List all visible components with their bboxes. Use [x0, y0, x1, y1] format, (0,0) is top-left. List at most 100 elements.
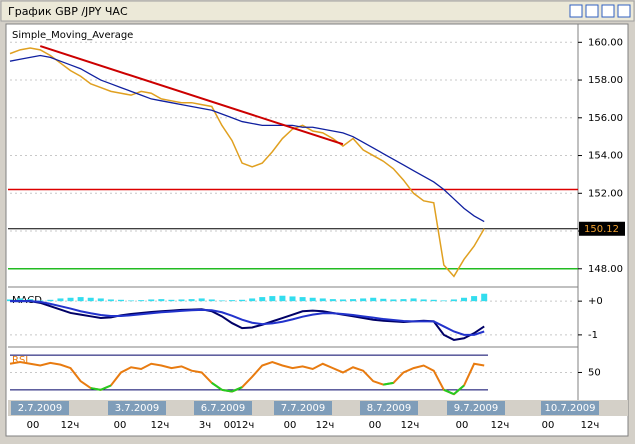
histogram-bar	[228, 300, 235, 302]
title-bar	[0, 0, 635, 22]
date-label: 8.7.2009	[367, 403, 412, 414]
date-box	[11, 401, 69, 415]
histogram-bar	[450, 299, 457, 302]
histogram-bar	[360, 298, 367, 302]
macd-line	[10, 300, 485, 336]
price-tag-label: 150.12	[584, 224, 619, 235]
histogram-bar	[218, 300, 225, 302]
date-label: 3.7.2009	[115, 403, 160, 414]
y-tick-label: 50	[588, 367, 601, 378]
histogram-bar	[430, 299, 437, 302]
restore-button[interactable]	[585, 4, 599, 18]
price-tag	[579, 221, 625, 236]
histogram-bar	[279, 295, 286, 302]
y-tick-label: 156.00	[588, 113, 623, 124]
histogram-bar	[97, 298, 104, 302]
histogram-bar	[27, 299, 34, 302]
histogram-bar	[138, 300, 145, 302]
date-box	[108, 401, 166, 415]
chart-canvas	[5, 23, 629, 437]
rsi-low-segment	[221, 388, 233, 393]
y-tick-label: 158.00	[588, 75, 623, 86]
histogram-bar	[188, 299, 195, 302]
time-label: 12ч	[401, 420, 420, 431]
date-box	[541, 401, 599, 415]
histogram-bar	[299, 297, 306, 302]
histogram-bar	[249, 298, 256, 302]
rsi-low-segment	[383, 381, 394, 386]
histogram-bar	[239, 299, 246, 302]
panel-label: Simple_Moving_Average	[12, 30, 133, 41]
time-label: 00	[369, 420, 382, 431]
histogram-bar	[471, 296, 478, 302]
trend-line	[39, 45, 344, 146]
histogram-bar	[67, 297, 74, 302]
date-label: 6.7.2009	[201, 403, 246, 414]
date-label: 10.7.2009	[545, 403, 596, 414]
time-label: 00	[224, 420, 237, 431]
time-label: 12ч	[316, 420, 335, 431]
time-label: 12ч	[491, 420, 510, 431]
window-buttons[interactable]	[569, 4, 631, 18]
histogram-bar	[309, 297, 316, 302]
close-button[interactable]	[617, 4, 631, 18]
rsi-low-segment	[453, 384, 465, 395]
histogram-bar	[339, 299, 346, 302]
histogram-bar	[319, 298, 326, 302]
y-tick-label: 148.00	[588, 264, 623, 275]
y-tick-label: +0	[588, 296, 603, 307]
histogram-bar	[461, 297, 468, 302]
histogram-bar	[390, 299, 397, 302]
time-label: 00	[456, 420, 469, 431]
y-tick-label: 160.00	[588, 37, 623, 48]
histogram-bar	[380, 298, 387, 302]
y-tick-label: 152.00	[588, 188, 623, 199]
y-tick-label: -1	[588, 330, 598, 341]
histogram-bar	[208, 299, 215, 302]
window-title: График GBP /JPY ЧАС	[8, 5, 128, 18]
time-label: 12ч	[236, 420, 255, 431]
histogram-bar	[420, 299, 427, 302]
histogram-bar	[117, 299, 124, 302]
rsi-line	[9, 360, 485, 396]
histogram-bar	[178, 299, 185, 302]
histogram-bar	[400, 299, 407, 302]
date-label: 7.7.2009	[281, 403, 326, 414]
time-label: 00	[284, 420, 297, 431]
rsi-low-segment	[100, 384, 112, 391]
maximize-button[interactable]	[601, 4, 615, 18]
histogram-bar	[269, 296, 276, 302]
time-label: 3ч	[199, 420, 211, 431]
date-box	[447, 401, 505, 415]
date-label: 9.7.2009	[454, 403, 499, 414]
histogram-bar	[107, 299, 114, 302]
sma-line	[9, 54, 485, 223]
histogram-bar	[259, 297, 266, 302]
histogram-bar	[158, 299, 165, 302]
minimize-button[interactable]	[569, 4, 583, 18]
histogram-bar	[128, 300, 135, 302]
histogram-bar	[77, 297, 84, 302]
rsi-low-segment	[443, 388, 455, 396]
histogram-bar	[410, 298, 417, 302]
histogram-bar	[198, 298, 205, 302]
time-label: 12ч	[151, 420, 170, 431]
time-label: 00	[542, 420, 555, 431]
histogram-bar	[350, 299, 357, 302]
histogram-bar	[57, 298, 64, 302]
rsi-low-segment	[231, 386, 243, 393]
rsi-low-segment	[90, 387, 101, 391]
histogram-bar	[481, 293, 488, 302]
rsi-low-segment	[211, 382, 223, 391]
time-label: 00	[27, 420, 40, 431]
time-label: 12ч	[581, 420, 600, 431]
date-box	[194, 401, 252, 415]
histogram-bar	[329, 299, 336, 302]
histogram-bar	[370, 297, 377, 302]
histogram-bar	[440, 300, 447, 302]
time-label: 00	[114, 420, 127, 431]
histogram-bar	[17, 298, 24, 302]
y-tick-label: 154.00	[588, 151, 623, 162]
histogram-bar	[37, 300, 44, 302]
